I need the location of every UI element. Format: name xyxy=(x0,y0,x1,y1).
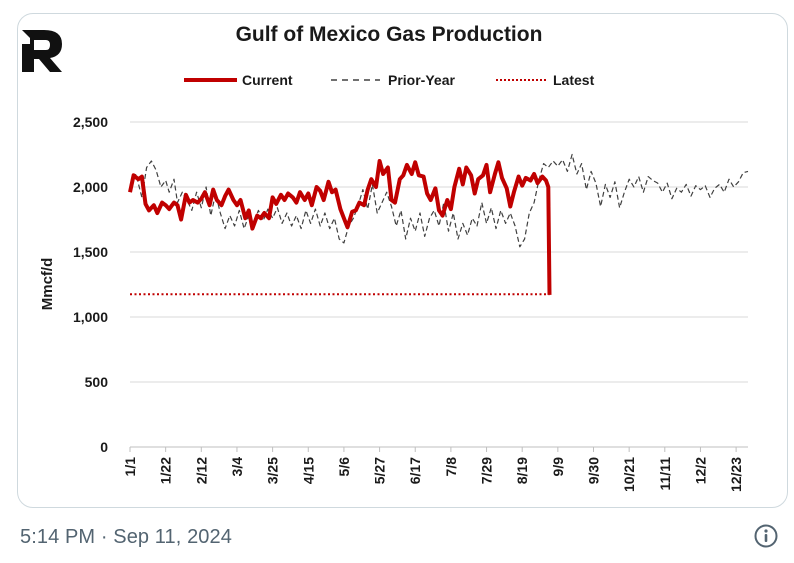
x-tick-label: 2/12 xyxy=(193,457,209,484)
x-tick-label: 6/17 xyxy=(407,457,423,484)
tweet-timestamp[interactable]: 5:14 PM · Sep 11, 2024 xyxy=(20,526,232,548)
y-axis-label: Mmcf/d xyxy=(39,258,56,311)
x-tick-label: 3/4 xyxy=(229,457,245,477)
logo-icon xyxy=(22,30,62,72)
x-tick-label: 10/21 xyxy=(621,457,637,492)
y-tick-labels: 0 500 1,000 1,500 2,000 2,500 xyxy=(73,114,108,455)
legend-label-latest: Latest xyxy=(553,72,595,88)
y-tick-label: 2,500 xyxy=(73,114,108,130)
y-tick-label: 0 xyxy=(100,439,108,455)
x-tick-label: 1/22 xyxy=(158,457,174,484)
y-tick-label: 1,500 xyxy=(73,244,108,260)
y-tick-label: 2,000 xyxy=(73,179,108,195)
chart-svg: Gulf of Mexico Gas Production Current Pr… xyxy=(22,23,749,492)
x-tick-label: 12/23 xyxy=(728,457,744,492)
x-tick-label: 8/19 xyxy=(514,457,530,484)
x-tick-label: 9/30 xyxy=(586,457,602,484)
x-tick-label: 11/11 xyxy=(657,457,673,491)
chart-title: Gulf of Mexico Gas Production xyxy=(236,23,543,46)
y-tick-label: 1,000 xyxy=(73,309,108,325)
x-tick-label: 3/25 xyxy=(265,457,281,484)
x-tick-label: 7/8 xyxy=(443,457,459,477)
x-tick-label: 1/1 xyxy=(122,457,138,477)
x-tick-label: 7/29 xyxy=(479,457,495,484)
series-lines xyxy=(128,153,749,296)
legend: Current Prior-Year Latest xyxy=(184,72,595,88)
x-tick-label: 12/2 xyxy=(692,457,708,484)
x-tick-labels: 1/1 1/22 2/12 3/4 3/25 4/15 5/6 5/27 6/17 7/8 7/29… xyxy=(122,457,744,492)
chart-card: Gulf of Mexico Gas Production Current Pr… xyxy=(17,13,788,508)
x-tick-label: 4/15 xyxy=(300,457,316,484)
x-tick-label: 9/9 xyxy=(550,457,566,477)
series-line-current xyxy=(128,159,552,295)
x-tick-label: 5/6 xyxy=(336,457,352,477)
legend-label-prior-year: Prior-Year xyxy=(388,72,455,88)
y-tick-label: 500 xyxy=(85,374,109,390)
gridlines xyxy=(129,121,748,452)
legend-label-current: Current xyxy=(242,72,293,88)
x-tick-label: 5/27 xyxy=(372,457,388,484)
info-icon[interactable] xyxy=(753,523,779,549)
